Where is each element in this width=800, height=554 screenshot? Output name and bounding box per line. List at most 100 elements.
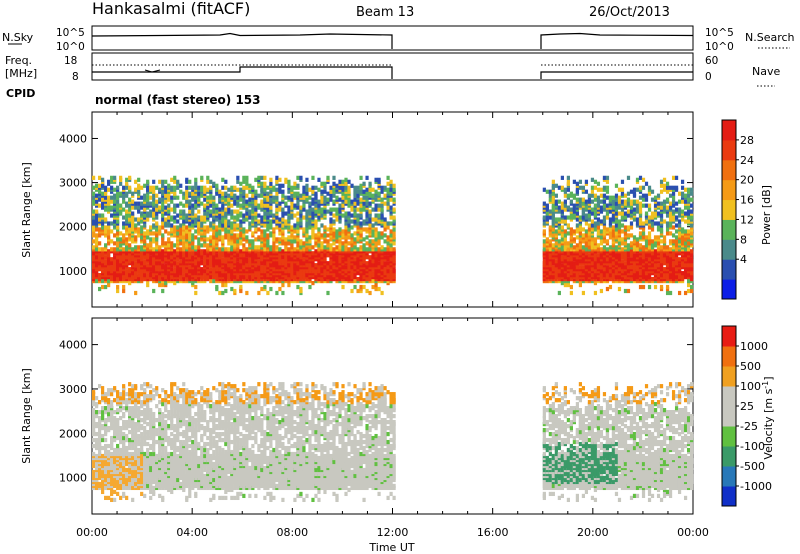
power-data-cell — [263, 275, 267, 280]
power-data-cell — [602, 175, 607, 180]
power-data-cell — [320, 233, 324, 238]
power-data-cell — [326, 261, 330, 266]
power-data-cell — [602, 239, 607, 244]
power-data-cell — [209, 209, 213, 214]
power-data-cell — [389, 269, 393, 274]
power-data-cell — [356, 221, 360, 226]
power-data-cell — [347, 211, 351, 216]
power-data-cell — [155, 215, 159, 220]
power-data-cell — [326, 197, 330, 202]
power-data-cell — [368, 181, 372, 186]
power-data-cell — [182, 209, 186, 214]
power-data-cell — [188, 179, 192, 184]
power-data-cell — [563, 237, 567, 242]
power-data-cell — [605, 211, 610, 216]
power-data-cell — [188, 237, 192, 242]
power-data-cell — [95, 193, 99, 198]
power-data-cell — [188, 205, 192, 210]
power-data-cell — [176, 225, 180, 230]
power-data-cell — [665, 197, 670, 202]
power-data-cell — [164, 229, 168, 234]
power-data-cell — [560, 237, 564, 242]
power-data-cell — [542, 187, 546, 192]
power-data-cell — [158, 271, 162, 276]
power-data-cell — [587, 235, 592, 240]
power-data-cell — [266, 185, 270, 190]
power-data-cell — [338, 231, 342, 236]
power-data-cell — [332, 247, 336, 252]
power-data-cell — [152, 185, 156, 190]
power-data-cell — [380, 203, 384, 208]
power-data-cell — [542, 229, 546, 234]
power-data-cell — [623, 215, 628, 220]
power-data-cell — [608, 273, 613, 278]
power-data-cell — [626, 247, 631, 252]
power-data-cell — [287, 183, 291, 188]
power-data-cell — [326, 191, 330, 196]
power-data-cell — [248, 221, 252, 226]
power-data-cell — [320, 245, 324, 250]
power-data-cell — [605, 175, 610, 180]
power-data-cell — [356, 199, 360, 204]
power-data-cell — [128, 243, 132, 248]
power-data-cell — [317, 187, 321, 192]
power-data-cell — [269, 189, 273, 194]
power-data-cell — [245, 185, 249, 190]
power-data-cell — [368, 187, 372, 192]
power-data-cell — [386, 181, 390, 186]
power-data-cell — [98, 213, 102, 218]
power-data-cell — [215, 183, 219, 188]
power-data-cell — [566, 231, 570, 236]
power-data-cell — [614, 183, 619, 188]
power-data-cell — [548, 215, 552, 220]
power-data-cell — [104, 225, 108, 230]
power-data-cell — [557, 185, 561, 190]
power-data-cell — [383, 223, 387, 228]
power-data-cell — [659, 284, 664, 290]
power-data-cell — [614, 235, 619, 240]
power-data-cell — [254, 195, 258, 200]
power-data-cell — [197, 215, 201, 220]
power-data-cell — [239, 211, 243, 216]
power-data-cell — [575, 229, 580, 234]
power-data-cell — [248, 269, 252, 274]
power-data-cell — [146, 243, 150, 248]
power-data-cell — [161, 249, 165, 254]
power-data-cell — [110, 175, 114, 180]
power-data-cell — [323, 209, 327, 214]
power-data-cell — [143, 193, 147, 198]
power-data-cell — [572, 245, 576, 250]
power-data-cell — [356, 235, 360, 240]
power-data-cell — [668, 239, 673, 244]
power-data-cell — [254, 245, 258, 250]
power-data-cell — [329, 207, 333, 212]
power-data-cell — [230, 209, 234, 214]
power-data-cell — [659, 239, 664, 244]
power-data-cell — [371, 229, 375, 234]
power-data-cell — [335, 269, 339, 274]
power-data-cell — [386, 197, 390, 202]
power-data-cell — [389, 229, 393, 234]
power-data-cell — [167, 231, 171, 236]
power-data-cell — [656, 247, 661, 252]
power-data-cell — [638, 269, 643, 274]
power-data-cell — [311, 197, 315, 202]
power-data-cell — [644, 181, 649, 186]
power-data-cell — [287, 215, 291, 220]
power-data-cell — [191, 203, 195, 208]
power-data-cell — [131, 225, 135, 230]
power-data-cell — [635, 253, 640, 258]
power-data-cell — [125, 191, 129, 196]
power-ylabel: Slant Range [km] — [20, 162, 33, 258]
power-data-cell — [662, 205, 667, 210]
power-data-cell — [560, 245, 564, 250]
power-data-cell — [569, 207, 573, 212]
power-data-cell — [119, 203, 123, 208]
power-data-cell — [635, 237, 640, 242]
power-data-cell — [665, 185, 670, 190]
power-data-cell — [239, 197, 243, 202]
power-data-cell — [599, 269, 604, 274]
power-data-cell — [224, 233, 228, 238]
power-data-cell — [350, 247, 354, 252]
power-data-cell — [623, 225, 628, 230]
